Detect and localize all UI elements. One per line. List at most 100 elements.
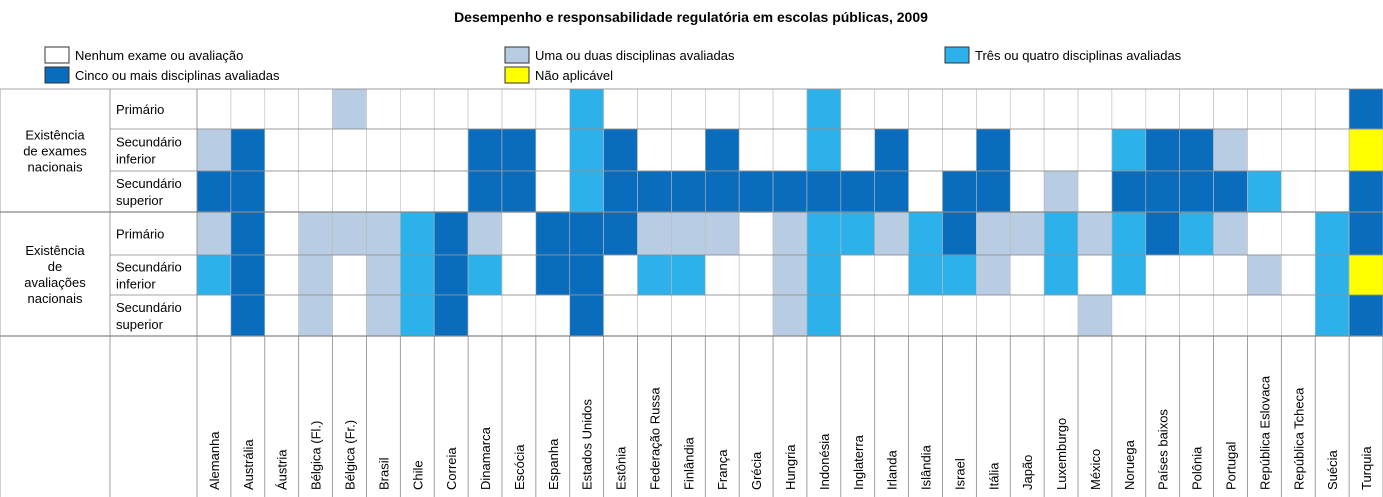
cell xyxy=(1281,211,1316,256)
group-label: avaliações xyxy=(24,275,86,290)
cell xyxy=(1314,254,1350,296)
row-label: Secundário xyxy=(116,300,182,315)
cell xyxy=(1213,88,1248,130)
cell xyxy=(1247,294,1282,337)
group-label: de xyxy=(48,259,62,274)
cell xyxy=(1314,170,1350,213)
column-label: Áustria xyxy=(275,449,290,490)
column-label: Brasil xyxy=(376,457,391,490)
group-label: Existência xyxy=(25,128,85,143)
cell xyxy=(433,88,469,130)
cell xyxy=(501,128,537,172)
cell xyxy=(637,294,672,337)
cell xyxy=(433,254,469,296)
cell xyxy=(1213,128,1248,172)
column-label: Inglaterra xyxy=(851,434,866,490)
cell xyxy=(569,211,604,256)
cell xyxy=(671,128,706,172)
cell xyxy=(1179,170,1214,213)
cell xyxy=(772,88,808,130)
cell xyxy=(1314,88,1350,130)
cell xyxy=(1009,294,1045,337)
column-label: Turquia xyxy=(1359,446,1374,490)
cell xyxy=(298,211,333,256)
legend-swatch xyxy=(944,46,970,64)
row-label: inferior xyxy=(116,152,156,167)
group-label: nacionais xyxy=(28,160,83,175)
cell xyxy=(1145,88,1180,130)
cell xyxy=(1009,170,1045,213)
cell xyxy=(840,254,876,296)
cell xyxy=(874,88,909,130)
cell xyxy=(1179,254,1214,296)
cell xyxy=(298,128,333,172)
cell xyxy=(230,211,266,256)
cell xyxy=(1077,128,1113,172)
row-label: superior xyxy=(116,317,164,332)
cell xyxy=(976,88,1011,130)
cell xyxy=(1111,294,1147,337)
cell xyxy=(874,128,909,172)
cell xyxy=(1247,254,1282,296)
cell xyxy=(976,294,1011,337)
cell xyxy=(569,170,604,213)
cell xyxy=(1348,254,1383,296)
cell xyxy=(1077,88,1113,130)
cell xyxy=(1145,211,1180,256)
cell xyxy=(1043,88,1079,130)
column-label: Estônia xyxy=(614,446,629,490)
cell xyxy=(467,294,503,337)
column-label: Itália xyxy=(986,462,1001,490)
cell xyxy=(196,128,232,172)
cell xyxy=(535,294,571,337)
row-label: Secundário xyxy=(116,260,182,275)
cell xyxy=(671,170,706,213)
cell xyxy=(1179,294,1214,337)
cell xyxy=(400,88,435,130)
cell xyxy=(535,211,571,256)
cell xyxy=(704,170,740,213)
column-label: República Tcheca xyxy=(1291,387,1306,490)
column-label: França xyxy=(715,449,730,490)
cell xyxy=(1281,88,1316,130)
cell xyxy=(671,211,706,256)
column-label: Hungria xyxy=(783,444,798,490)
cell xyxy=(603,294,638,337)
cell xyxy=(772,211,808,256)
cell xyxy=(1043,128,1079,172)
cell xyxy=(908,294,943,337)
cell xyxy=(264,254,299,296)
cell xyxy=(908,88,943,130)
cell xyxy=(772,170,808,213)
cell xyxy=(1111,211,1147,256)
cell xyxy=(772,128,808,172)
legend-swatch xyxy=(44,66,70,84)
cell xyxy=(1009,88,1045,130)
cell xyxy=(366,211,401,256)
cell xyxy=(366,170,401,213)
cell xyxy=(264,211,299,256)
cell xyxy=(1213,254,1248,296)
cell xyxy=(1348,294,1383,337)
cell xyxy=(535,88,571,130)
cell xyxy=(1213,170,1248,213)
cell xyxy=(1247,128,1282,172)
cell xyxy=(603,88,638,130)
cell xyxy=(1111,88,1147,130)
cell xyxy=(1281,254,1316,296)
cell xyxy=(366,128,401,172)
cell xyxy=(332,294,367,337)
cell xyxy=(1281,294,1316,337)
cell xyxy=(1077,254,1113,296)
column-label: Federação Russa xyxy=(647,387,662,490)
column-label: Luxemburgo xyxy=(1054,418,1069,490)
cell xyxy=(806,211,842,256)
column-label: República Eslovaca xyxy=(1257,375,1272,490)
cell xyxy=(738,128,774,172)
cell xyxy=(1077,211,1113,256)
cell xyxy=(772,294,808,337)
cell xyxy=(467,211,503,256)
cell xyxy=(637,254,672,296)
cell xyxy=(976,211,1011,256)
cell xyxy=(603,170,638,213)
